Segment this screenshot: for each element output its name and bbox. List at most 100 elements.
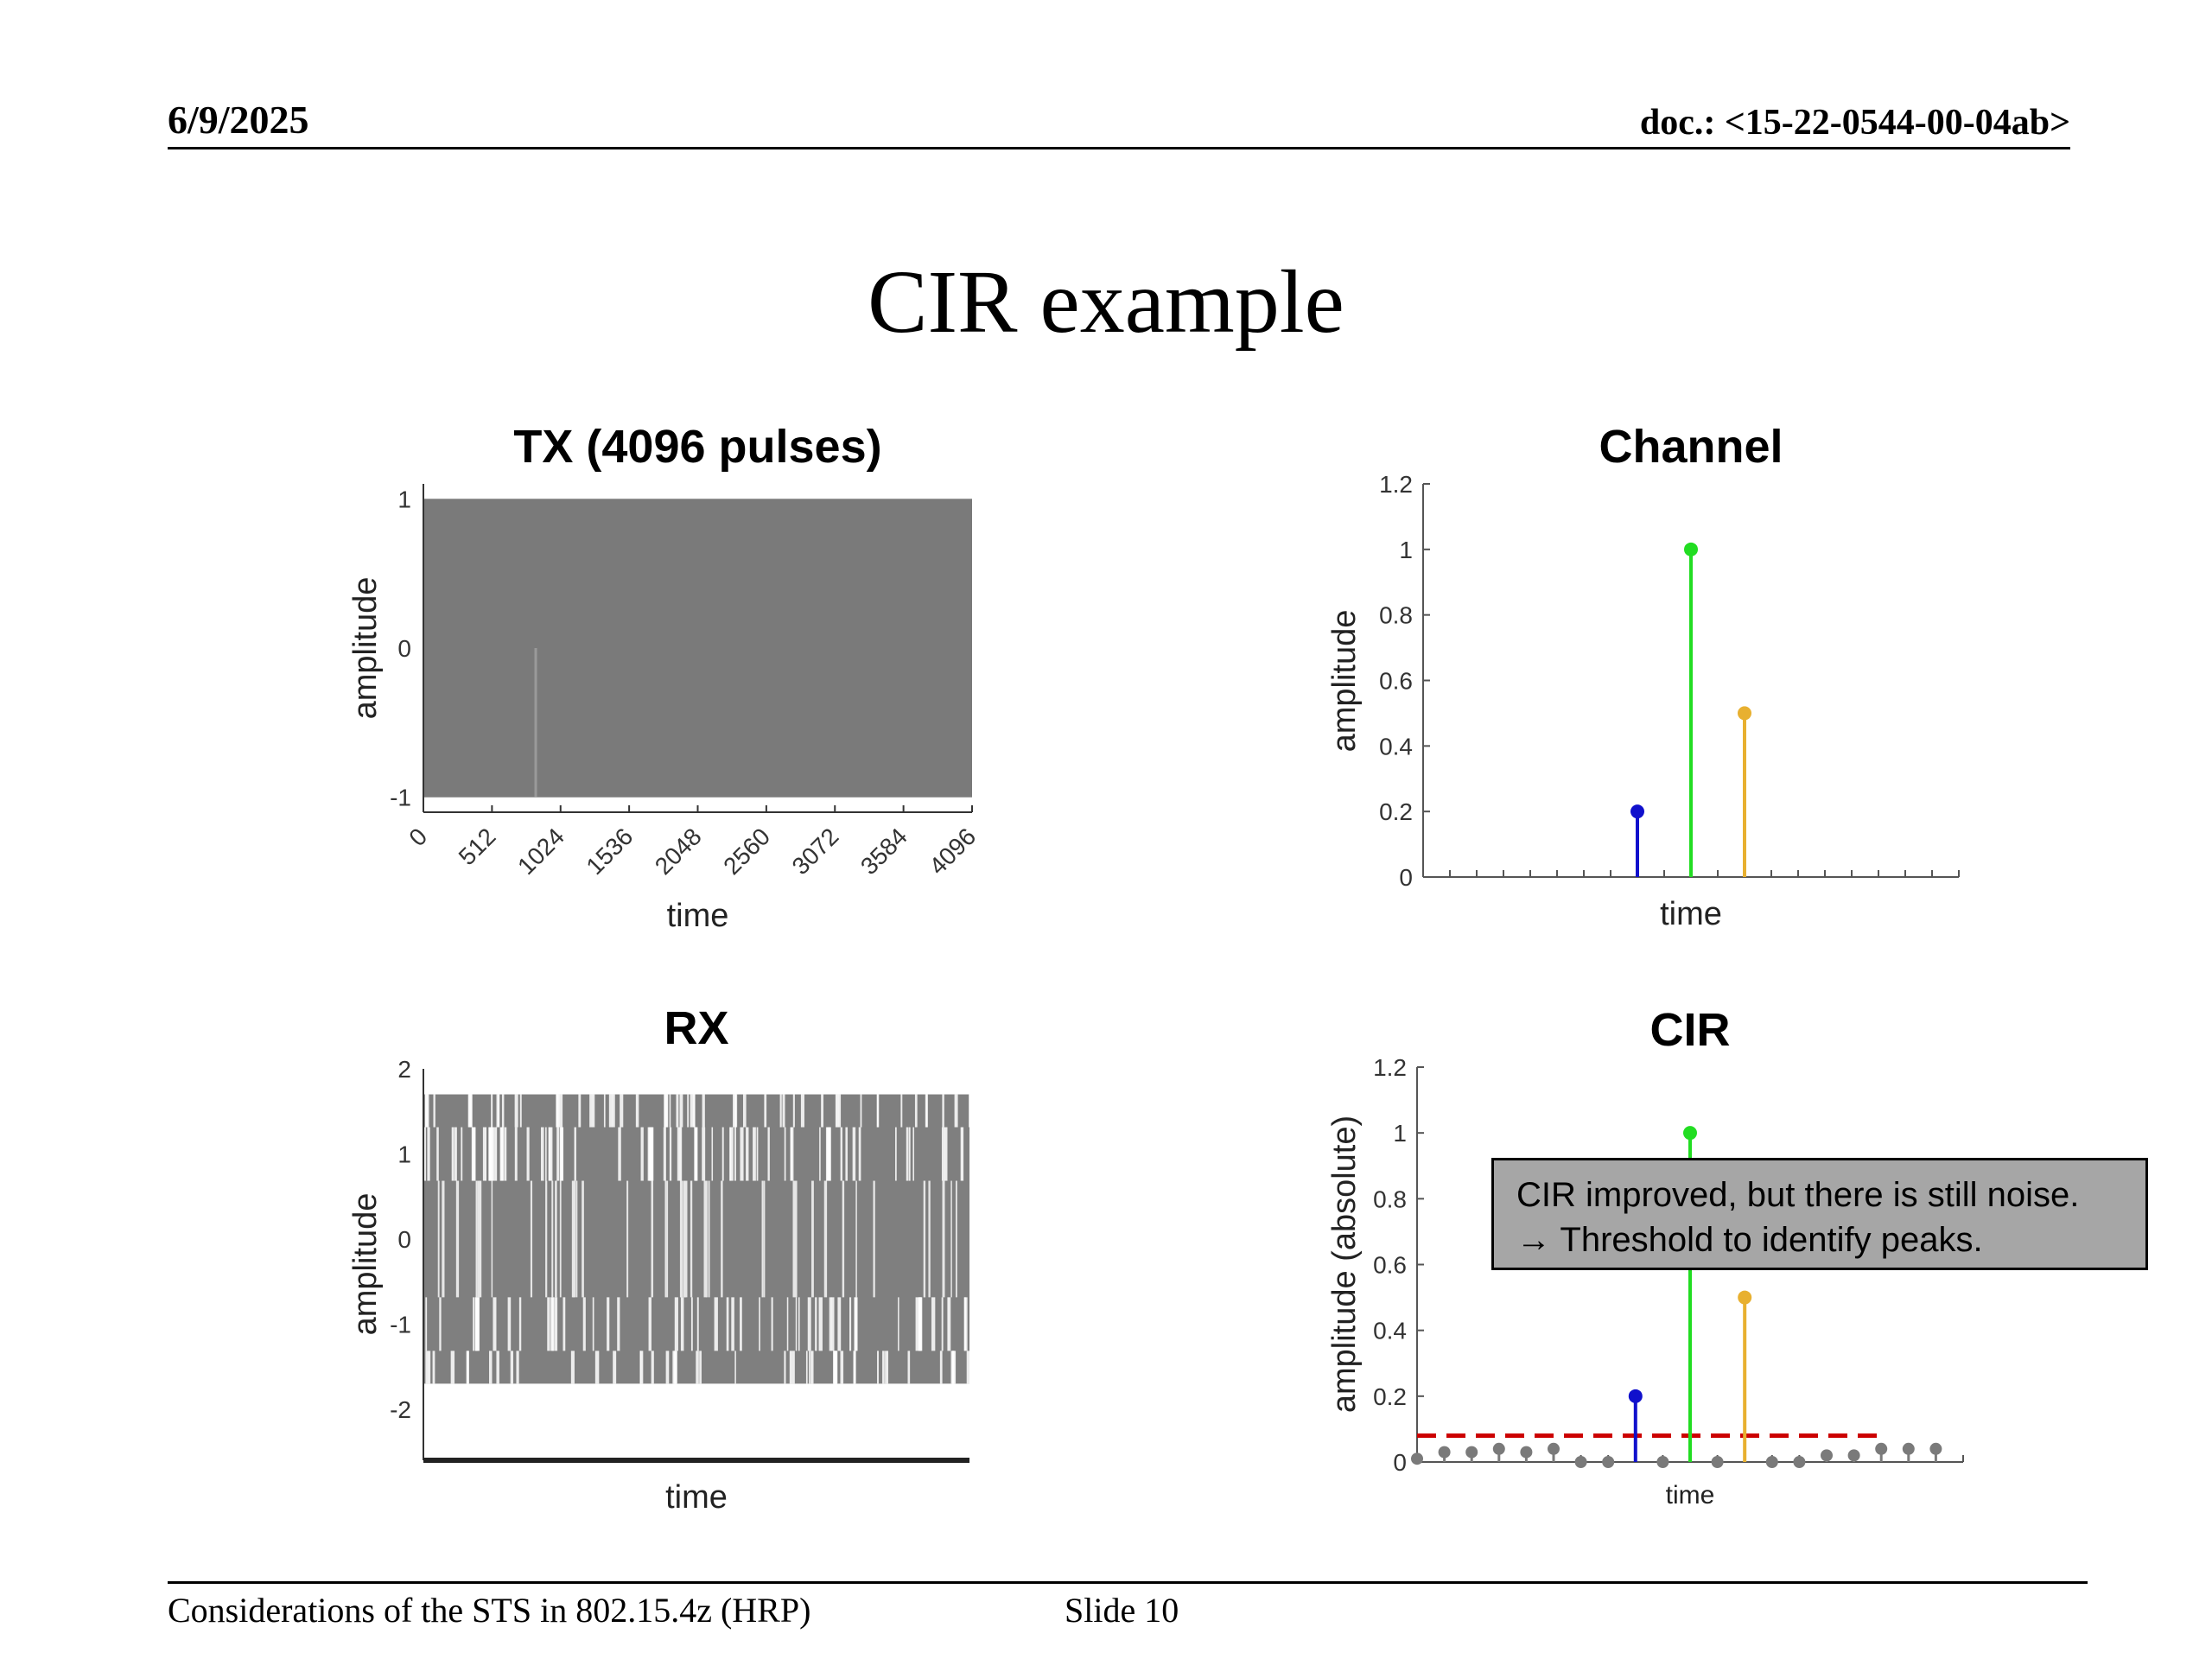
rx-signal-gap [800,1094,804,1128]
rx-signal-gap [695,1127,698,1181]
rx-signal-gap [782,1094,785,1128]
rx-signal-gap [708,1180,710,1298]
rx-signal-gap [516,1351,519,1384]
rx-ytick-label: -2 [390,1396,411,1423]
rx-signal-gap [731,1297,734,1351]
channel-xlabel: time [1660,896,1722,932]
rx-signal-gap [840,1351,844,1384]
rx-signal-gap [491,1127,495,1181]
callout-line-2: → Threshold to identify peaks. [1516,1221,1983,1259]
rx-signal-gap [792,1351,795,1384]
rx-signal-gap [578,1094,582,1128]
rx-signal-gap [845,1127,848,1181]
rx-signal-gap [663,1127,666,1181]
rx-signal-gap [823,1180,828,1298]
tx-xtick-label: 512 [454,823,501,870]
rx-signal-gap [795,1297,798,1351]
rx-signal-gap [526,1127,530,1181]
rx-signal-gap [931,1297,936,1351]
channel-ylabel: amplitude [1326,610,1363,753]
rx-signal-gap [969,1094,970,1128]
rx-signal-gap [556,1127,560,1181]
cir-ytick-label: 1.2 [1373,1054,1407,1081]
rx-signal-gap [620,1094,624,1128]
rx-signal-gap [756,1127,759,1181]
rx-signal-gap [914,1094,918,1128]
rx-signal-gap [753,1127,756,1181]
rx-signal-gap [961,1127,964,1181]
rx-signal-gap [829,1297,832,1351]
cir-noise-marker [1438,1446,1451,1459]
rx-signal-gap [792,1094,795,1128]
rx-signal-gap [906,1127,908,1181]
rx-signal-gap [436,1127,439,1181]
rx-signal-gap [733,1094,737,1128]
rx-signal-gap [510,1351,514,1384]
rx-signal-gap [603,1094,606,1128]
rx-signal-gap [696,1351,699,1384]
rx-signal-gap [427,1127,430,1181]
rx-signal-gap [908,1127,911,1181]
rx-signal-gap [507,1297,512,1351]
tx-xtick-label: 3072 [787,823,844,880]
rx-signal-gap [963,1297,966,1351]
rx-signal-gap [635,1094,639,1128]
rx-signal-gap [849,1297,852,1351]
rx-signal-gap [811,1180,814,1298]
rx-signal-gap [855,1180,857,1298]
rx-signal-gap [915,1297,918,1351]
cir-ytick-label: 0.8 [1373,1185,1407,1212]
rx-signal-gap [942,1094,944,1128]
rx-signal-gap [860,1094,862,1128]
rx-signal-gap [468,1094,471,1128]
tx-title: TX (4096 pulses) [513,421,881,473]
rx-signal-gap [640,1127,644,1181]
rx-signal-gap [819,1127,821,1181]
rx-signal-gap [771,1297,773,1351]
rx-signal-gap [482,1127,486,1181]
rx-signal-gap [442,1180,445,1298]
rx-signal-gap [478,1180,482,1298]
cir-noise-marker [1711,1456,1724,1468]
cir-noise-marker [1902,1442,1915,1455]
rx-signal-gap [789,1351,793,1384]
rx-signal-gap [461,1127,463,1181]
rx-signal-gap [556,1094,558,1128]
rx-signal-gap [840,1127,842,1181]
rx-signal-gap [491,1094,493,1128]
tx-xtick-label: 0 [404,823,432,851]
rx-signal-gap [690,1094,693,1128]
rx-signal-gap [475,1180,478,1298]
rx-signal-gap [966,1351,970,1384]
rx-signal-gap [467,1351,469,1384]
rx-signal-gap [858,1127,861,1181]
rx-signal-gap [572,1180,576,1298]
rx-signal-gap [548,1127,551,1181]
rx-signal-gap [432,1351,435,1384]
rx-signal-gap [711,1127,714,1181]
rx-signal-gap [838,1094,842,1128]
rx-signal-gap [433,1094,435,1128]
cir-ytick-label: 0.4 [1373,1318,1407,1344]
rx-signal-gap [729,1127,734,1181]
rx-signal-gap [496,1094,500,1128]
rx-signal-gap [876,1094,880,1128]
rx-signal-gap [476,1297,480,1351]
rx-signal-gap [877,1351,879,1384]
channel-ytick-label: 0.2 [1379,798,1413,825]
rx-signal-gap [472,1127,474,1181]
cir-noise-marker [1411,1452,1423,1465]
callout-box: CIR improved, but there is still noise. … [1491,1158,2148,1270]
rx-signal-gap [589,1094,593,1128]
channel-chart: Channel 0 0.2 0.4 0.6 0.8 1 1.2 time amplitude [1326,421,1960,932]
tx-signal-fill [423,499,972,798]
rx-signal-gap [853,1351,855,1384]
rx-signal-gap [675,1351,677,1384]
rx-signal-gap [690,1297,693,1351]
rx-signal-gap [494,1127,498,1181]
rx-signal-gap [809,1351,810,1384]
rx-signal-gap [549,1127,553,1181]
rx-signal-gap [942,1180,945,1298]
rx-signal-gap [944,1127,948,1181]
cir-ytick-label: 0.2 [1373,1383,1407,1410]
